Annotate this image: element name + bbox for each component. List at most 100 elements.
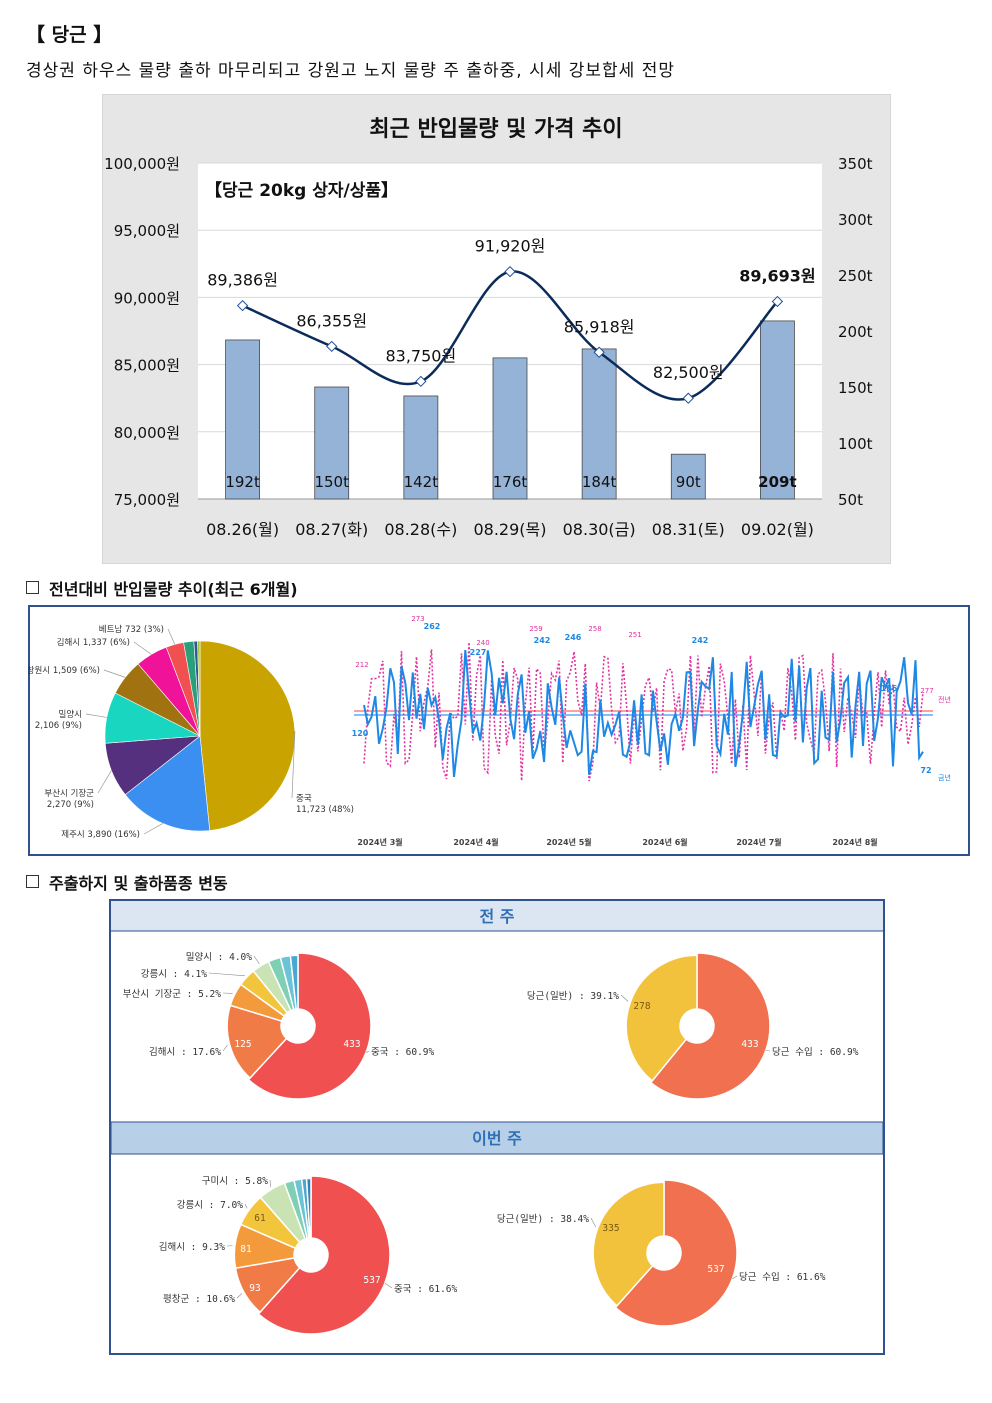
y-tick-right: 250t: [838, 267, 873, 285]
pie-leader: [133, 641, 152, 655]
donut-label: 당근 수입 : 61.6%: [739, 1271, 826, 1283]
point-label-prev: 251: [628, 631, 641, 639]
legend-prev: 전년: [938, 695, 951, 704]
donut-label: 당근 수입 : 60.9%: [772, 1046, 859, 1058]
pie-label-value: 2,106 (9%): [35, 721, 82, 731]
bar: [403, 395, 439, 500]
donut-slice: [625, 954, 698, 1082]
bar-label: 142t: [404, 473, 439, 491]
pie-label: 베트남 732 (3%): [99, 625, 164, 635]
donut-label: 밀양시 : 4.0%: [186, 951, 253, 963]
y-tick-left: 75,000원: [114, 491, 180, 509]
y-tick-right: 100t: [838, 435, 873, 453]
donut-leader: [222, 1044, 228, 1052]
price-marker: [593, 346, 605, 358]
point-label-prev: 277: [920, 687, 933, 695]
donut-label: 중국 : 61.6%: [394, 1284, 458, 1295]
bar-label: 90t: [676, 473, 701, 491]
price-marker: [326, 340, 338, 353]
point-label-prev: 259: [529, 625, 542, 633]
donut-label: 강릉시 : 7.0%: [177, 1200, 244, 1211]
price-label: 82,500원: [653, 363, 724, 382]
y-tick-left: 100,000원: [104, 155, 180, 173]
pie-label-name: 밀양시: [59, 709, 82, 720]
pie-leader: [143, 823, 164, 835]
y-tick-right: 50t: [838, 491, 863, 509]
pie-label: 제주시 3,890 (16%): [61, 830, 140, 840]
donut-leader: [244, 1203, 248, 1209]
price-marker: [682, 392, 694, 404]
series-line-curr: [363, 649, 924, 778]
y-tick-left: 85,000원: [114, 357, 180, 375]
point-label-curr: 242: [692, 636, 709, 645]
section-heading-volume: 전년대비 반입물량 추이(최근 6개월): [26, 576, 298, 600]
bar-label: 209t: [758, 473, 796, 491]
bar-label: 150t: [314, 473, 349, 491]
donut-slice: [592, 1181, 665, 1307]
y-tick-right: 200t: [838, 323, 873, 341]
pie-leader: [97, 770, 112, 794]
point-label-prev: 212: [355, 661, 368, 669]
section-heading-volume-text: 전년대비 반입물량 추이(최근 6개월): [49, 580, 298, 599]
checkbox-icon: [26, 581, 39, 594]
donut-slice: [289, 954, 299, 1010]
pie-label-value: 2,270 (9%): [47, 800, 94, 810]
point-label-curr: 246: [565, 633, 582, 642]
donut-slice: [257, 1175, 391, 1335]
donut-label: 강릉시 : 4.1%: [141, 969, 208, 980]
x-tick-label: 08.30(금): [563, 520, 636, 539]
panel-title-this: 이번 주: [472, 1129, 522, 1148]
x-tick-label: 2024년 5월: [546, 837, 591, 847]
chart-annotation: 【당근 20kg 상자/상품】: [205, 180, 398, 201]
pie-label-name: 중국: [296, 794, 312, 804]
panel-header-prev: [111, 901, 883, 931]
donut-slice: [226, 1004, 288, 1080]
donut-leader: [236, 1293, 243, 1299]
combo-chart: 최근 반입물량 및 가격 추이 【당근 20kg 상자/상품】 75,000원 80,…: [102, 94, 891, 564]
bar: [225, 339, 260, 500]
price-marker: [771, 295, 784, 308]
price-label: 89,386원: [207, 271, 278, 290]
donut-label: 당근(일반) : 39.1%: [527, 991, 619, 1002]
donut-value: 93: [249, 1283, 260, 1294]
pie-slice: [197, 640, 201, 737]
price-label: 86,355원: [296, 311, 367, 330]
donut-value: 81: [240, 1244, 252, 1255]
pie-label: 창원시 1,509 (6%): [28, 666, 100, 676]
price-marker: [236, 299, 249, 312]
donut-label: 당근(일반) : 38.4%: [497, 1214, 589, 1225]
x-tick-label: 08.26(월): [206, 520, 279, 539]
page-subtitle: 경상권 하우스 물량 출하 마무리되고 강원고 노지 물량 주 출하중, 시세 …: [26, 61, 676, 81]
donut-label: 평창군 : 10.6%: [163, 1294, 235, 1305]
panel-title-prev: 전 주: [479, 907, 514, 926]
point-label-prev: 240: [476, 639, 489, 647]
point-label-curr: 262: [424, 622, 441, 631]
price-marker: [415, 375, 427, 388]
bar: [760, 320, 795, 500]
pie-leader: [167, 628, 176, 645]
bar-label: 176t: [493, 473, 528, 491]
y-tick-right: 350t: [838, 155, 873, 173]
donut-label: 부산시 기장군 : 5.2%: [123, 989, 221, 1000]
donut-value: 125: [234, 1039, 251, 1050]
series-line-prev: [363, 642, 924, 782]
point-label-curr: 242: [534, 636, 551, 645]
point-label-prev: 273: [411, 615, 424, 623]
donut-label: 구미시 : 5.8%: [202, 1176, 269, 1187]
bar: [581, 348, 617, 500]
donut-slice: [305, 1177, 312, 1239]
x-tick-label: 2024년 8월: [832, 837, 877, 847]
panel-header-this: [110, 1121, 884, 1155]
x-tick-label: 2024년 7월: [736, 837, 781, 847]
price-label: 83,750원: [385, 346, 456, 365]
point-label-curr: 186: [881, 684, 898, 693]
pie-leader: [103, 669, 126, 678]
x-tick-label: 08.31(토): [652, 520, 725, 539]
bar: [670, 453, 706, 500]
x-tick-label: 08.29(목): [473, 520, 546, 539]
point-label-prev: 258: [588, 625, 601, 633]
donut-value: 61: [254, 1213, 266, 1224]
donut-slice: [649, 952, 771, 1100]
point-label-curr: 227: [470, 648, 487, 657]
